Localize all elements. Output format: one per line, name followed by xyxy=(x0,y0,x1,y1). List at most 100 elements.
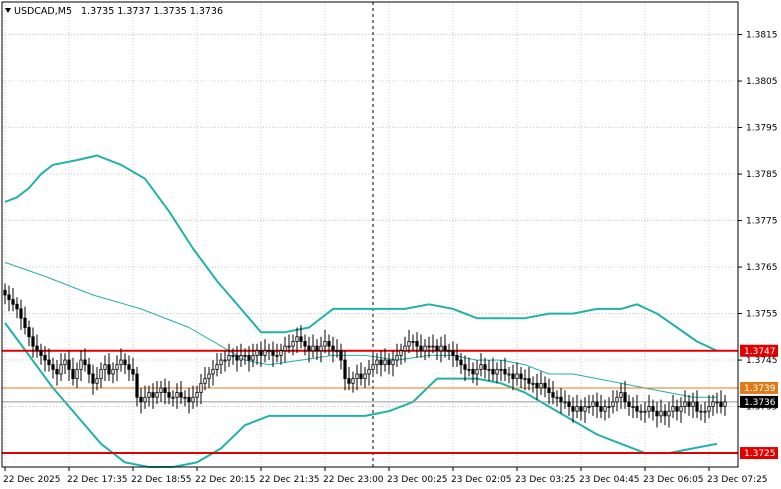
candle xyxy=(99,362,103,388)
candle-body xyxy=(135,373,139,398)
candle-body xyxy=(575,406,579,412)
candle-body xyxy=(247,354,251,361)
horizontal-levels[interactable] xyxy=(2,349,738,455)
candle xyxy=(695,390,699,419)
candle xyxy=(615,390,619,412)
candle xyxy=(399,343,403,365)
candle-body xyxy=(143,396,147,403)
candle xyxy=(167,380,171,405)
candle-body xyxy=(695,401,699,412)
price-tag-label: 1.3747 xyxy=(744,347,776,357)
candle xyxy=(71,357,75,386)
candle xyxy=(299,325,303,349)
candle-body xyxy=(303,341,307,347)
candle xyxy=(55,360,59,386)
price-tag-label: 1.3725 xyxy=(744,449,776,459)
candle xyxy=(43,346,47,372)
candle-body xyxy=(371,364,375,370)
x-tick-label: 22 Dec 18:55 xyxy=(131,475,192,485)
collapse-triangle-icon[interactable] xyxy=(5,8,11,13)
candle-body xyxy=(487,368,491,371)
candle xyxy=(431,334,435,354)
candle xyxy=(175,383,179,409)
candle xyxy=(35,334,39,358)
candle-body xyxy=(35,345,39,352)
candle-body xyxy=(495,368,499,375)
candle xyxy=(503,357,507,381)
candle-body xyxy=(407,341,411,347)
candle xyxy=(699,404,703,421)
candle xyxy=(607,397,611,419)
candle-body xyxy=(559,396,563,403)
candle-body xyxy=(615,396,619,403)
candle-body xyxy=(295,336,299,342)
candle xyxy=(599,394,603,419)
candle-body xyxy=(435,345,439,352)
candle xyxy=(719,390,723,414)
candle-body xyxy=(331,345,335,352)
candle xyxy=(711,394,715,416)
candle-body xyxy=(691,401,695,407)
candle xyxy=(295,327,299,354)
candle-body xyxy=(631,406,635,408)
candle xyxy=(171,390,175,407)
candle xyxy=(143,385,147,409)
candle-body xyxy=(515,373,519,380)
candle xyxy=(47,348,51,372)
candle xyxy=(247,346,251,372)
candle xyxy=(531,376,535,393)
candle-body xyxy=(67,359,71,370)
candle xyxy=(603,399,607,421)
candle xyxy=(659,399,663,423)
candle xyxy=(651,399,655,421)
y-tick-label: 1.3785 xyxy=(746,170,778,180)
candle-body xyxy=(119,359,123,366)
candle-body xyxy=(463,364,467,370)
current-price-label: 1.3736 xyxy=(744,398,776,408)
candle xyxy=(219,353,223,374)
candle-body xyxy=(611,401,615,407)
candle xyxy=(415,332,419,358)
candle-body xyxy=(591,401,595,407)
candle xyxy=(455,343,459,368)
candle-body xyxy=(179,392,183,398)
candle xyxy=(611,390,615,414)
candle-body xyxy=(251,354,255,361)
candle-body xyxy=(483,364,487,370)
candle xyxy=(655,401,659,428)
candle xyxy=(443,334,447,358)
candle xyxy=(131,357,135,381)
candle-body xyxy=(547,387,551,394)
candle xyxy=(147,385,151,407)
x-tick-label: 23 Dec 00:25 xyxy=(387,475,448,485)
candle xyxy=(407,329,411,354)
candle xyxy=(223,350,227,372)
candle-body xyxy=(203,378,207,384)
candle-body xyxy=(95,378,99,384)
candle xyxy=(187,387,191,414)
candle-body xyxy=(315,345,319,352)
candle-body xyxy=(379,359,383,366)
candle-body xyxy=(271,350,275,356)
candle-body xyxy=(675,406,679,412)
candle xyxy=(27,320,31,347)
candle-body xyxy=(327,341,331,347)
candle xyxy=(459,353,463,374)
candle-body xyxy=(231,354,235,357)
candle xyxy=(327,334,331,356)
candle xyxy=(303,334,307,356)
candle xyxy=(691,392,695,419)
candle xyxy=(11,287,15,312)
candle-body xyxy=(711,401,715,407)
candle xyxy=(451,341,455,368)
candle-body xyxy=(511,373,515,380)
candle-body xyxy=(287,345,291,348)
candle-body xyxy=(243,354,247,357)
candle xyxy=(351,371,355,393)
candle-body xyxy=(195,392,199,398)
candle-body xyxy=(419,345,423,352)
candle xyxy=(647,394,651,419)
candle xyxy=(183,390,187,407)
x-axis: 22 Dec 2025 22 Dec 17:35 22 Dec 18:55 22 De… xyxy=(3,467,768,485)
